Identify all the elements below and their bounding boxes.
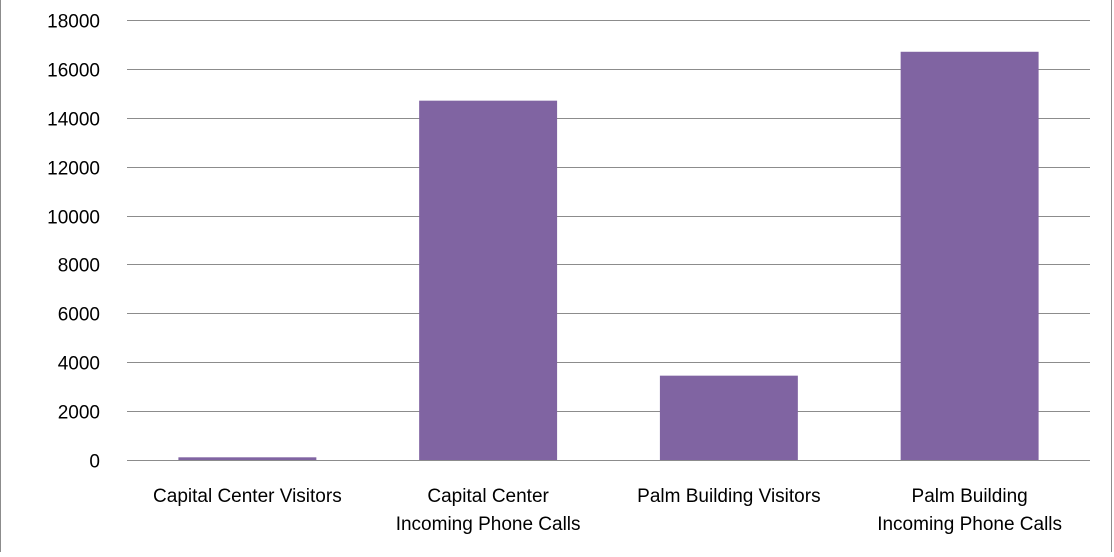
y-tick-label: 6000	[58, 305, 100, 326]
x-category-label-line: Palm Building Visitors	[637, 486, 820, 507]
x-category-label: Capital Center Visitors	[153, 486, 342, 507]
bar	[659, 375, 798, 460]
y-tick-label: 14000	[47, 110, 100, 131]
x-category-label-line: Capital Center	[427, 486, 549, 507]
x-category-label-line: Incoming Phone Calls	[877, 514, 1062, 535]
bars	[178, 51, 1039, 461]
x-category-label: Capital Center Incoming Phone Calls	[396, 486, 581, 535]
y-tick-label: 16000	[47, 61, 100, 82]
x-category-label-line: Palm Building	[912, 486, 1028, 507]
x-category-label-line: Incoming Phone Calls	[396, 514, 581, 535]
x-category-label: Palm Building Visitors	[637, 486, 820, 507]
x-category-label: Palm Building Incoming Phone Calls	[877, 486, 1062, 535]
y-axis-tick-labels: 0 2000 4000 6000 8000 10000 12000 14000 16000 180…	[47, 12, 100, 473]
x-category-label-line: Capital Center Visitors	[153, 486, 342, 507]
y-tick-label: 18000	[47, 12, 100, 33]
bar	[900, 51, 1039, 461]
y-tick-label: 10000	[47, 208, 100, 229]
x-axis-category-labels: Capital Center Visitors Capital Center Inc…	[153, 486, 1062, 535]
y-tick-label: 0	[89, 452, 100, 473]
y-tick-label: 8000	[58, 256, 100, 277]
bar	[178, 457, 317, 460]
y-tick-label: 12000	[47, 159, 100, 180]
gridlines	[127, 20, 1090, 461]
bar	[419, 100, 558, 461]
y-tick-label: 4000	[58, 354, 100, 375]
y-tick-label: 2000	[58, 403, 100, 424]
